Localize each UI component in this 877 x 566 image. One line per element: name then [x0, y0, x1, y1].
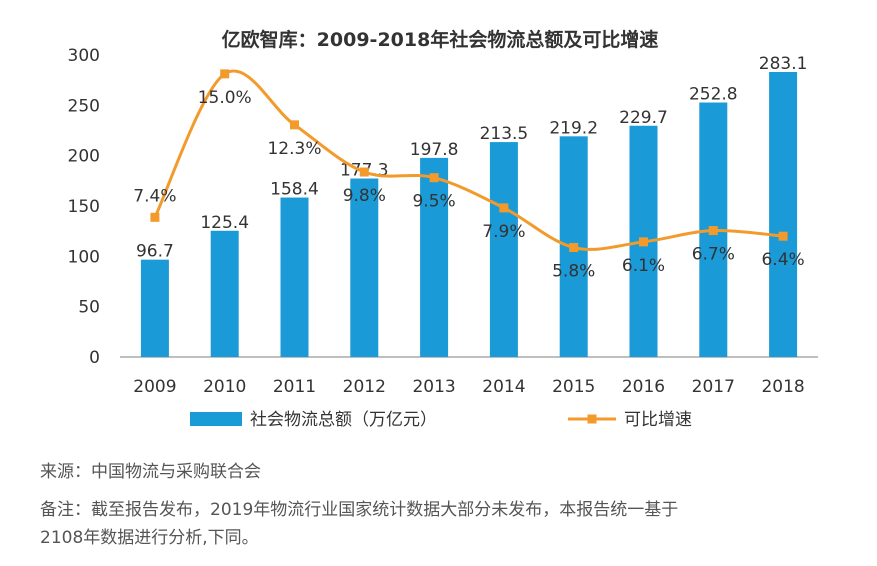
bar-label-2010: 125.4	[200, 213, 249, 233]
remark-note-line1: 备注：截至报告发布，2019年物流行业国家统计数据大部分未发布，本报告统一基于	[40, 500, 679, 520]
chart-title: 亿欧智库：2009-2018年社会物流总额及可比增速	[222, 28, 659, 51]
bar-2009	[140, 259, 169, 357]
growth-marker-2009	[150, 212, 160, 222]
x-tick-label: 2014	[482, 377, 525, 397]
legend-line-label: 可比增速	[624, 410, 692, 430]
growth-label-2009: 7.4%	[133, 186, 176, 206]
legend: 社会物流总额（万亿元） 可比增速	[190, 410, 692, 430]
source-note: 来源：中国物流与采购联合会	[40, 462, 261, 482]
y-tick-label: 100	[68, 247, 100, 267]
growth-marker-2013	[429, 173, 439, 183]
x-axis-ticks: 2009 2010 2011 2012 2013 2014 2015 2016 2017 2018	[133, 377, 804, 397]
growth-markers	[150, 69, 788, 253]
growth-label-2014: 7.9%	[482, 222, 525, 242]
growth-label-2018: 6.4%	[761, 250, 804, 270]
growth-marker-2012	[359, 167, 369, 177]
bar-label-2017: 252.8	[689, 85, 738, 105]
legend-line-marker	[587, 414, 597, 424]
legend-bar-swatch	[190, 412, 242, 426]
bar-2014	[489, 142, 518, 357]
x-tick-label: 2013	[412, 377, 455, 397]
x-tick-label: 2011	[273, 377, 316, 397]
growth-marker-2011	[290, 120, 299, 130]
x-tick-label: 2017	[692, 377, 735, 397]
y-tick-label: 0	[89, 348, 100, 368]
y-axis-ticks: 0 50 100 150 200 250 300	[68, 46, 100, 368]
x-tick-label: 2012	[343, 377, 386, 397]
growth-label-2011: 12.3%	[267, 139, 321, 159]
growth-marker-2010	[220, 69, 230, 79]
x-tick-label: 2015	[552, 377, 595, 397]
growth-marker-2016	[639, 237, 648, 247]
growth-marker-2014	[499, 203, 509, 213]
growth-label-2013: 9.5%	[412, 192, 455, 212]
growth-label-2010: 15.0%	[198, 88, 252, 108]
growth-label-2015: 5.8%	[552, 262, 595, 282]
legend-bar-label: 社会物流总额（万亿元）	[250, 410, 437, 430]
bar-2011	[280, 197, 309, 357]
remark-note-line2: 2108年数据进行分析,下同。	[40, 528, 259, 548]
y-tick-label: 150	[68, 197, 100, 217]
x-tick-label: 2016	[622, 377, 665, 397]
bar-2013	[420, 157, 449, 357]
x-tick-label: 2018	[761, 377, 804, 397]
x-tick-label: 2010	[203, 377, 246, 397]
growth-label-2017: 6.7%	[692, 245, 735, 265]
bar-label-2015: 219.2	[549, 118, 598, 138]
bar-label-2014: 213.5	[480, 124, 529, 144]
growth-line	[153, 69, 784, 251]
bar-2018	[769, 72, 798, 357]
x-tick-label: 2009	[133, 377, 176, 397]
growth-marker-2015	[569, 243, 579, 253]
growth-label-2016: 6.1%	[622, 256, 665, 276]
bar-label-2011: 158.4	[270, 180, 319, 200]
y-tick-label: 300	[68, 46, 100, 66]
bar-labels: 96.7125.4158.4177.3197.8213.5219.2229.72…	[136, 54, 807, 262]
growth-marker-2017	[708, 226, 718, 236]
y-tick-label: 250	[68, 96, 100, 116]
y-tick-label: 200	[68, 147, 100, 167]
bar-2010	[210, 230, 239, 357]
bar-label-2018: 283.1	[759, 54, 808, 74]
growth-label-2012: 9.8%	[343, 186, 386, 206]
bar-label-2009: 96.7	[136, 242, 174, 262]
y-tick-label: 50	[78, 298, 100, 318]
bar-label-2013: 197.8	[410, 140, 459, 160]
bar-2012	[350, 178, 379, 357]
bar-label-2016: 229.7	[619, 108, 668, 128]
growth-marker-2018	[778, 231, 788, 241]
growth-labels: 7.4% 15.0% 12.3% 9.8% 9.5% 7.9% 5.8% 6.1% 6.7% 6.…	[133, 88, 804, 282]
chart: 亿欧智库：2009-2018年社会物流总额及可比增速 0 50 100 150 200 2…	[68, 28, 818, 430]
